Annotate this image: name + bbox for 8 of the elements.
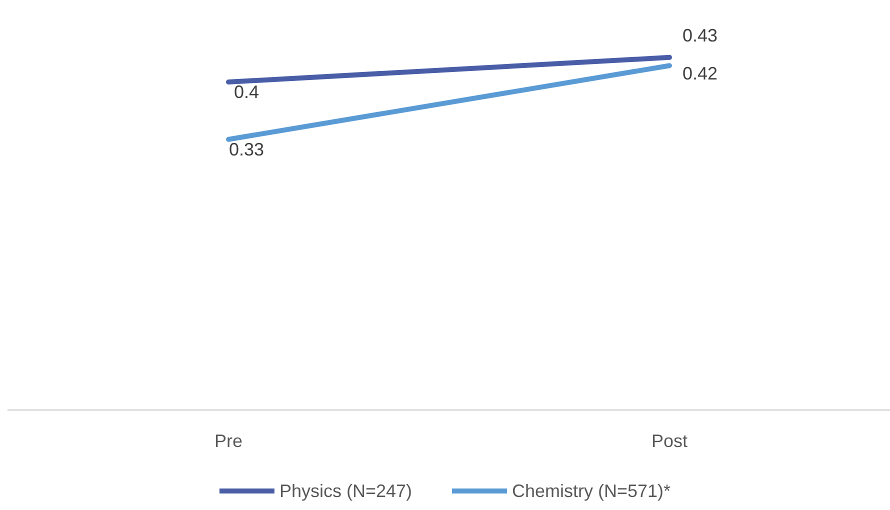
x-tick-label: Pre (214, 431, 243, 451)
x-tick-label: Post (651, 431, 688, 451)
data-label: 0.42 (682, 64, 718, 84)
data-label: 0.33 (228, 139, 264, 160)
legend-label: Chemistry (N=571)* (512, 481, 671, 501)
data-label: 0.4 (234, 82, 260, 102)
data-label: 0.43 (682, 25, 718, 46)
legend-label: Physics (N=247) (279, 481, 412, 501)
